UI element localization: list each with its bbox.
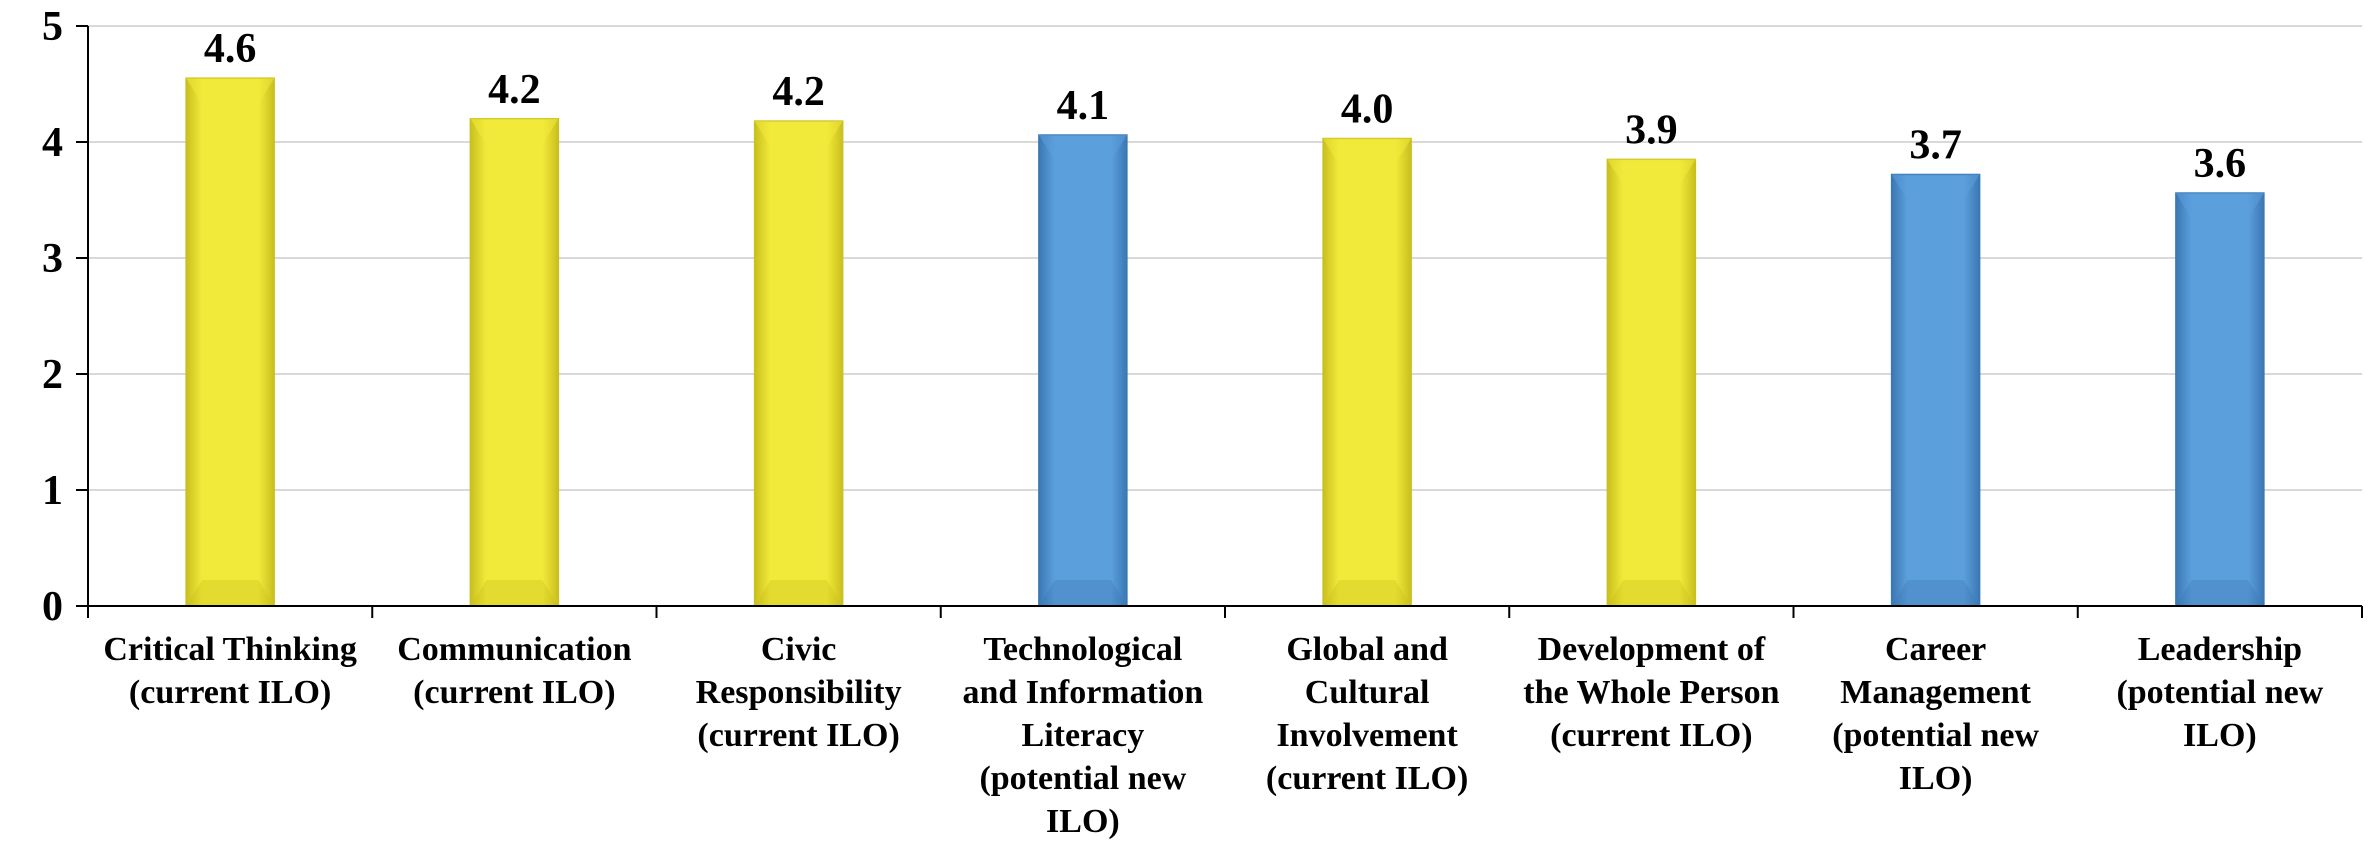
- bar: [1606, 158, 1697, 607]
- bar-bevel-bottom: [1038, 580, 1127, 606]
- x-category-label: Development of the Whole Person (current…: [1523, 631, 1780, 754]
- bar: [469, 118, 560, 607]
- bar-bevel-top: [1038, 135, 1127, 162]
- data-label: 3.6: [2194, 141, 2247, 187]
- x-category-label: Communication (current ILO): [397, 631, 632, 711]
- bar-bevel-top: [1323, 138, 1412, 165]
- bar-bevel-bottom: [470, 580, 559, 606]
- bar: [2175, 192, 2265, 607]
- data-label: 3.9: [1625, 107, 1678, 153]
- bar-bevel-bottom: [754, 580, 843, 606]
- bar-bevel-top: [1891, 174, 1980, 201]
- x-category-label: Critical Thinking (current ILO): [103, 631, 357, 711]
- bar: [185, 77, 275, 607]
- bar-bevel-top: [754, 121, 843, 148]
- bar: [1038, 134, 1128, 607]
- y-tick-label: 0: [42, 584, 63, 630]
- bar-bevel-bottom: [186, 580, 275, 606]
- bar-bevel-top: [470, 118, 559, 145]
- x-category-label: Civic Responsibility (current ILO): [695, 631, 902, 754]
- bar-bevel-top: [1607, 159, 1696, 186]
- data-labels: 4.6 4.2 4.2 4.1 4.0 3.9 3.7 3.6: [204, 26, 2246, 187]
- bar-bevel-top: [186, 78, 275, 105]
- x-category-label: Leadership (potential new ILO): [2116, 631, 2324, 754]
- y-tick-label: 2: [42, 352, 63, 398]
- bars: [185, 77, 2265, 607]
- bar: [1890, 173, 1981, 607]
- data-label: 4.2: [488, 67, 541, 113]
- y-tick-label: 1: [42, 468, 63, 514]
- x-category-label: Technological and Information Literacy (…: [962, 631, 1204, 840]
- bar: [1322, 137, 1412, 607]
- axes: [87, 26, 2363, 618]
- gridlines: [88, 25, 2362, 491]
- bar-bevel-bottom: [2175, 580, 2264, 606]
- bar-bevel-top: [2175, 193, 2264, 220]
- bar: [753, 120, 844, 607]
- data-label: 3.7: [1909, 122, 1962, 168]
- data-label: 4.2: [772, 69, 825, 115]
- bar-bevel-bottom: [1323, 580, 1412, 606]
- data-label: 4.0: [1341, 87, 1394, 133]
- y-tick-labels: 0 1 2 3 4 5: [42, 4, 88, 630]
- y-tick-label: 5: [42, 4, 63, 50]
- x-category-label: Career Management (potential new ILO): [1832, 631, 2040, 797]
- y-tick-label: 3: [42, 236, 63, 282]
- data-label: 4.1: [1057, 83, 1110, 129]
- data-label: 4.6: [204, 26, 257, 72]
- y-tick-label: 4: [42, 120, 63, 166]
- bar-bevel-bottom: [1607, 580, 1696, 606]
- bar-bevel-bottom: [1891, 580, 1980, 606]
- x-category-label: Global and Cultural Involvement (current…: [1265, 631, 1469, 797]
